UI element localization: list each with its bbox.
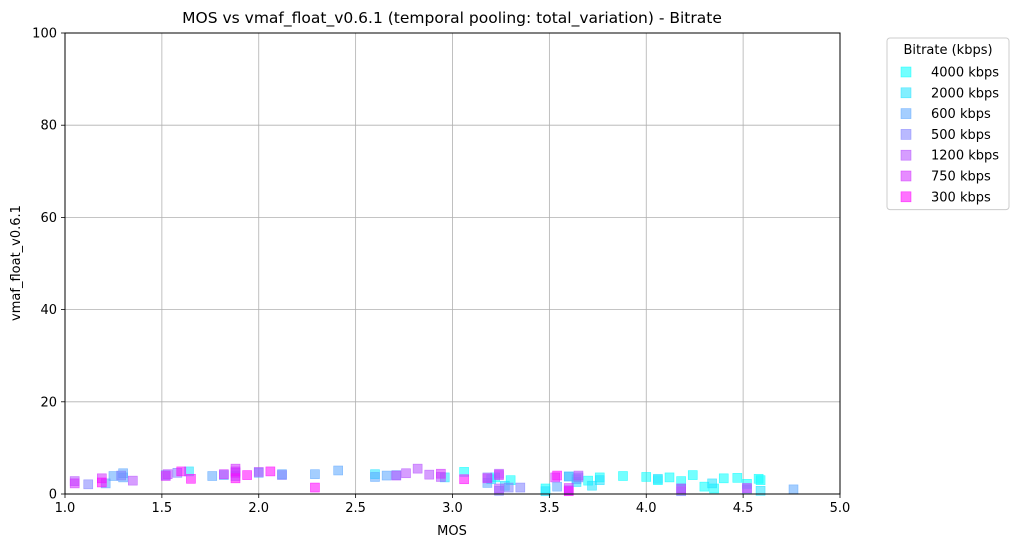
legend-marker <box>900 170 912 182</box>
x-tick-label: 4.5 <box>733 501 754 516</box>
data-point <box>69 478 80 489</box>
data-point <box>97 477 107 488</box>
legend-marker <box>900 191 912 203</box>
data-point <box>310 469 320 479</box>
x-tick-label: 3.5 <box>539 501 560 516</box>
data-point <box>641 472 652 482</box>
legend-marker <box>900 129 912 140</box>
x-axis-ticks: 1.0 1.5 2.0 2.5 3.0 3.5 4.0 4.5 5.0 <box>55 494 851 516</box>
data-point <box>552 481 562 492</box>
data-point <box>742 483 752 493</box>
data-point <box>253 467 264 477</box>
data-point <box>116 470 126 481</box>
data-point <box>707 478 717 489</box>
data-point <box>381 470 392 481</box>
y-tick-label: 20 <box>40 395 57 410</box>
data-point <box>436 468 446 479</box>
data-point <box>219 469 229 479</box>
legend-title: Bitrate (kbps) <box>903 43 992 58</box>
data-point <box>265 466 276 477</box>
data-point <box>424 469 435 480</box>
data-point <box>540 486 551 497</box>
legend-label: 4000 kbps <box>931 66 999 81</box>
data-point <box>391 470 402 481</box>
x-tick-label: 1.5 <box>152 501 173 516</box>
data-point <box>401 468 411 479</box>
data-point <box>310 482 320 493</box>
x-tick-label: 5.0 <box>830 501 851 516</box>
legend-label: 500 kbps <box>931 128 991 143</box>
data-point <box>83 479 94 490</box>
legend-box <box>886 37 1010 211</box>
data-point <box>755 475 766 485</box>
data-point <box>515 482 526 493</box>
y-axis-ticks: 0 20 40 60 80 100 <box>32 27 65 503</box>
data-point <box>664 472 675 483</box>
data-point <box>459 474 469 485</box>
data-point <box>482 473 493 484</box>
data-point <box>552 470 562 481</box>
data-point <box>494 483 504 494</box>
legend-marker <box>900 66 912 78</box>
x-tick-label: 2.5 <box>345 501 366 516</box>
data-point <box>732 473 743 483</box>
data-point <box>242 470 252 480</box>
y-tick-label: 80 <box>40 119 57 134</box>
x-tick-label: 1.0 <box>55 501 76 516</box>
legend-marker <box>900 87 912 99</box>
legend-marker <box>900 149 912 161</box>
legend-label: 1200 kbps <box>931 149 999 164</box>
data-point <box>494 470 504 480</box>
data-point <box>503 482 514 493</box>
data-point <box>333 465 343 476</box>
x-axis-label: MOS <box>437 524 467 539</box>
data-point <box>412 463 423 474</box>
x-tick-label: 2.0 <box>248 501 269 516</box>
y-tick-label: 0 <box>49 488 57 503</box>
x-tick-label: 4.0 <box>636 501 657 516</box>
legend: Bitrate (kbps) 4000 kbps 2000 kbps 600 kbps… <box>886 37 1010 211</box>
data-point <box>594 475 605 485</box>
data-point <box>563 486 574 497</box>
data-point <box>128 475 138 486</box>
legend-label: 750 kbps <box>931 170 991 185</box>
data-point <box>718 473 729 484</box>
legend-marker <box>900 108 912 119</box>
data-point <box>186 473 196 484</box>
data-point <box>160 471 171 481</box>
data-point <box>676 483 686 494</box>
data-point <box>618 471 628 481</box>
chart-title: MOS vs vmaf_float_v0.6.1 (temporal pooli… <box>182 9 722 28</box>
data-point <box>207 471 218 481</box>
y-tick-label: 100 <box>32 27 57 42</box>
x-tick-label: 3.0 <box>442 501 463 516</box>
data-point <box>653 473 663 484</box>
data-point <box>587 480 597 491</box>
legend-label: 2000 kbps <box>931 86 999 101</box>
data-point <box>755 485 766 496</box>
data-point <box>370 472 380 482</box>
legend-label: 600 kbps <box>931 107 991 122</box>
y-tick-label: 60 <box>40 211 57 226</box>
data-point <box>230 473 241 484</box>
data-point <box>788 484 799 495</box>
data-point <box>277 470 287 480</box>
y-axis-label: vmaf_float_v0.6.1 <box>9 205 24 321</box>
data-point <box>687 470 698 480</box>
data-point <box>573 470 584 481</box>
data-points <box>69 463 799 497</box>
y-tick-label: 40 <box>40 303 57 318</box>
legend-label: 300 kbps <box>931 190 991 205</box>
data-point <box>176 466 187 477</box>
